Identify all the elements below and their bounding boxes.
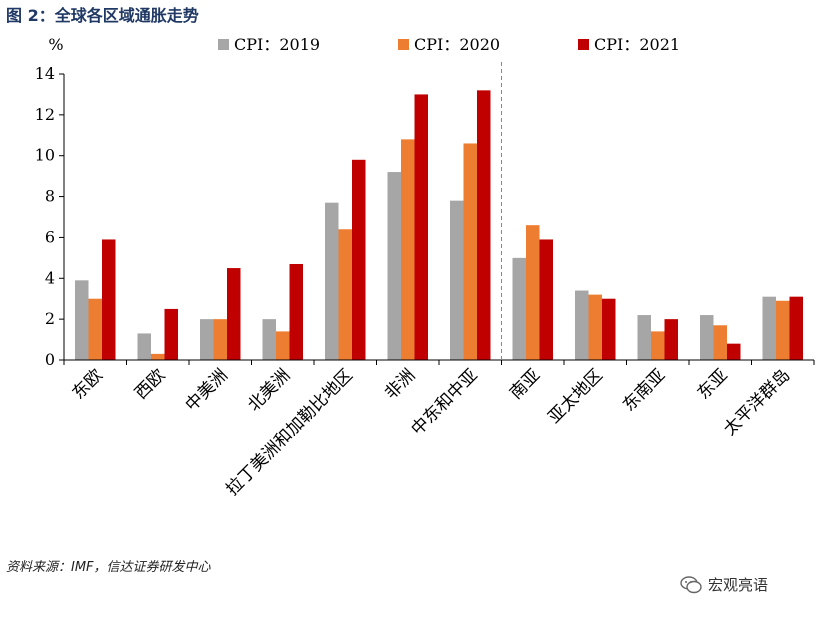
bar (477, 90, 491, 360)
bar (664, 319, 678, 360)
bar (713, 325, 727, 360)
bar (213, 319, 227, 360)
legend-swatch (578, 39, 589, 50)
bar (276, 331, 290, 360)
bar (325, 202, 339, 360)
bar (414, 94, 428, 360)
bar (352, 159, 366, 360)
source-note: 资料来源：IMF，信达证券研发中心 (6, 560, 211, 575)
bar (789, 296, 803, 360)
bar (151, 353, 165, 360)
bar (262, 319, 276, 360)
bar (227, 268, 241, 360)
bar (450, 200, 464, 360)
x-tick-label: 拉丁美洲和加勒比地区 (222, 365, 356, 499)
y-tick-label: 2 (45, 309, 55, 328)
y-tick-label: 14 (35, 64, 55, 83)
x-tick-label: 亚太地区 (545, 365, 607, 427)
watermark: 宏观亮语 (680, 574, 768, 595)
bar (588, 294, 602, 360)
bar (137, 333, 151, 360)
bar (88, 298, 102, 360)
bar (75, 280, 89, 360)
bar-chart: CPI：2019 CPI：2020 CPI：2021 % 0 2 4 6 8 10 12 14 东… (35, 35, 815, 500)
x-tick-label: 东欧 (69, 365, 107, 403)
bar (289, 263, 303, 360)
y-tick-label: 0 (45, 350, 55, 369)
bar (700, 315, 714, 360)
y-tick-label: 6 (45, 227, 55, 246)
bar (762, 296, 776, 360)
y-tick-label: 12 (35, 105, 55, 124)
x-tick-label: 太平洋群岛 (720, 365, 794, 439)
bar (387, 172, 401, 360)
y-tick-label: 4 (45, 268, 55, 287)
x-tick-label: 南亚 (506, 365, 544, 403)
watermark-text: 宏观亮语 (708, 576, 769, 594)
y-axis: 0 2 4 6 8 10 12 14 (35, 64, 65, 369)
legend-label: CPI：2020 (414, 35, 500, 54)
legend-label: CPI：2021 (594, 35, 680, 54)
bar (401, 139, 415, 360)
y-axis-unit-label: % (48, 35, 63, 54)
bar (200, 319, 214, 360)
bar (575, 290, 589, 360)
figure-title: 图 2：全球各区域通胀走势 (6, 6, 199, 25)
x-tick-label: 中美洲 (182, 365, 232, 415)
legend: CPI：2019 CPI：2020 CPI：2021 (218, 35, 680, 54)
bar (512, 257, 526, 360)
bar (727, 343, 741, 360)
bar (776, 300, 790, 360)
x-tick-label: 东亚 (694, 365, 732, 403)
x-tick-label: 非洲 (381, 365, 419, 403)
y-tick-label: 10 (35, 146, 55, 165)
bar (637, 315, 651, 360)
wechat-icon (680, 575, 702, 593)
legend-swatch (218, 39, 229, 50)
x-tick-label: 北美洲 (244, 365, 294, 415)
bar (102, 239, 116, 360)
bar (338, 229, 352, 360)
bar (539, 239, 553, 360)
x-tick-label: 中东和中亚 (408, 365, 482, 439)
bar (602, 298, 616, 360)
y-tick-label: 8 (45, 187, 55, 206)
bars (75, 90, 803, 360)
legend-swatch (398, 39, 409, 50)
x-tick-label: 西欧 (131, 365, 169, 403)
bar (463, 143, 477, 360)
bar (526, 225, 540, 360)
bar (651, 331, 665, 360)
bar (164, 308, 178, 360)
legend-label: CPI：2019 (234, 35, 320, 54)
x-tick-label: 东南亚 (619, 365, 669, 415)
